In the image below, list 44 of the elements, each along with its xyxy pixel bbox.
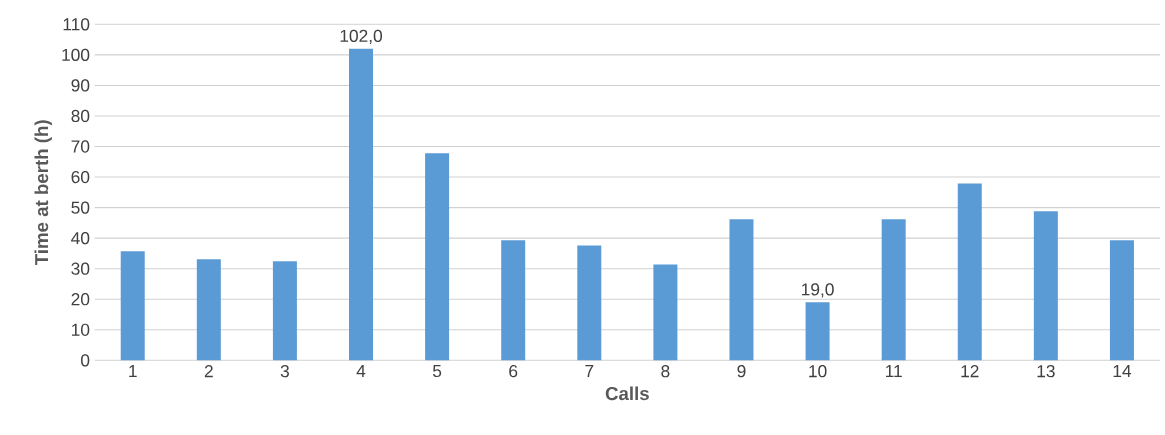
bar — [425, 153, 450, 361]
y-tick-label: 100 — [62, 48, 90, 62]
y-tick-label: 60 — [71, 170, 90, 184]
y-tick-label: 20 — [71, 293, 90, 306]
x-tick-label: 14 — [1113, 365, 1132, 377]
y-tick-label: 90 — [71, 79, 90, 92]
x-tick-label: 3 — [280, 365, 289, 378]
bar — [729, 219, 754, 361]
y-tick-label: 30 — [71, 262, 90, 275]
x-tick-label: 4 — [356, 365, 366, 377]
bar — [1033, 211, 1058, 361]
x-tick-label: 7 — [585, 365, 594, 377]
bar — [196, 259, 221, 361]
bar — [501, 240, 526, 361]
y-axis-title: Time at berth (h) — [34, 120, 52, 266]
x-tick-label: 11 — [885, 365, 902, 377]
data-label: 19,0 — [802, 283, 834, 298]
bar — [881, 219, 906, 361]
x-tick-label: 10 — [809, 365, 827, 378]
bar — [653, 264, 678, 361]
y-tick-label: 40 — [71, 232, 90, 245]
x-tick-label: 2 — [204, 365, 213, 378]
bar — [805, 302, 830, 361]
x-tick-label: 12 — [961, 365, 979, 378]
y-tick-label: 110 — [63, 18, 90, 31]
bar — [349, 48, 374, 361]
x-tick-label: 9 — [737, 365, 746, 378]
x-axis-title: Calls — [605, 386, 649, 401]
x-tick-label: 13 — [1037, 365, 1055, 378]
y-tick-label: 10 — [72, 323, 90, 336]
x-tick-label: 8 — [661, 365, 670, 378]
bar — [120, 251, 145, 361]
bar — [1109, 240, 1134, 361]
bar — [577, 245, 602, 361]
y-tick-label: 80 — [71, 109, 90, 123]
y-tick-label: 0 — [81, 354, 90, 367]
x-tick-label: 1 — [129, 365, 137, 377]
x-tick-label: 5 — [432, 365, 442, 378]
x-tick-label: 6 — [509, 365, 518, 378]
bar — [272, 261, 297, 361]
data-label: 102,0 — [340, 29, 383, 45]
y-tick-label: 70 — [71, 140, 90, 153]
bar — [957, 183, 982, 361]
y-tick-label: 50 — [71, 201, 90, 214]
